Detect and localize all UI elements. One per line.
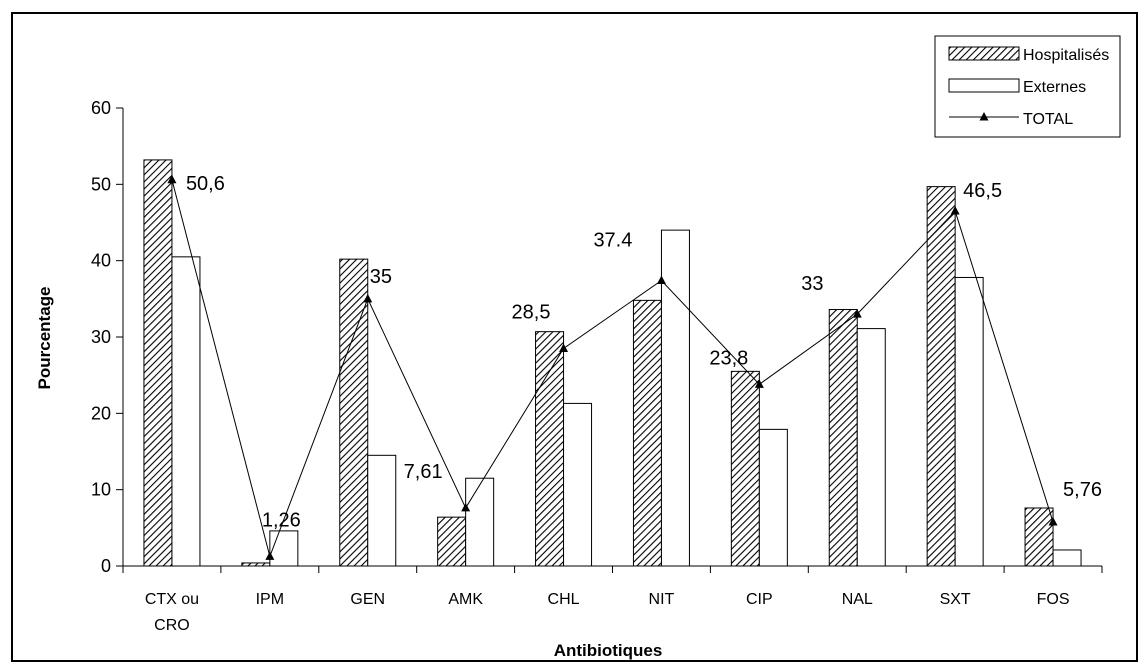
bar-externes <box>367 454 397 567</box>
legend-label: Hospitalisés <box>1023 47 1109 64</box>
y-tick-label: 50 <box>91 174 111 194</box>
bar-hospitalises <box>143 159 173 567</box>
bar-hospitalises <box>730 370 760 567</box>
total-point <box>265 551 275 560</box>
total-point <box>950 206 960 215</box>
legend-swatch-hospitalises <box>948 46 1020 61</box>
total-point <box>1048 517 1058 526</box>
total-data-label: 37.4 <box>593 230 632 252</box>
y-tick-label: 10 <box>91 480 111 500</box>
y-tick-label: 0 <box>101 556 111 576</box>
x-axis-title: Antibiotiques <box>554 641 663 660</box>
x-tick-label: NIT <box>649 591 675 608</box>
bar-hospitalises <box>339 258 369 567</box>
bar-hospitalises <box>926 186 956 567</box>
total-data-label: 33 <box>801 273 823 295</box>
total-point <box>852 309 862 318</box>
bar-externes <box>758 428 788 567</box>
total-data-label: 50,6 <box>186 173 225 195</box>
legend-marker-total <box>979 112 989 121</box>
bar-externes <box>954 276 984 567</box>
bar-externes <box>660 229 690 567</box>
total-data-label: 35 <box>370 266 392 288</box>
total-data-label: 46,5 <box>963 180 1002 202</box>
total-data-label: 1,26 <box>262 509 301 531</box>
x-tick-label: CIP <box>746 591 773 608</box>
x-tick-label: IPM <box>256 591 284 608</box>
y-tick-label: 20 <box>91 403 111 423</box>
x-tick-label: CHL <box>548 591 580 608</box>
total-point <box>167 174 177 184</box>
total-point <box>461 502 471 512</box>
bars <box>143 159 1082 567</box>
legend-label: TOTAL <box>1023 111 1073 128</box>
chart-border <box>11 12 1138 662</box>
x-tick-label: AMK <box>448 591 483 608</box>
bar-externes <box>563 402 593 567</box>
total-data-label: 5,76 <box>1063 479 1102 501</box>
bar-externes <box>171 256 201 567</box>
bar-externes <box>269 530 299 567</box>
legend: Hospitalisés Externes TOTAL <box>934 35 1121 138</box>
x-tick-label: SXT <box>940 591 971 608</box>
legend-swatch-externes <box>948 78 1020 93</box>
total-point <box>559 343 569 352</box>
x-tick-label: FOS <box>1037 591 1070 608</box>
x-tick-label: NAL <box>842 591 873 608</box>
bar-hospitalises <box>828 309 858 567</box>
y-tick-label: 40 <box>91 251 111 271</box>
bar-hospitalises <box>437 516 467 567</box>
y-tick-label: 30 <box>91 327 111 347</box>
total-data-label: 7,61 <box>404 461 443 483</box>
y-tick-label: 60 <box>91 98 111 118</box>
total-line-path <box>171 179 1054 559</box>
total-point <box>754 379 764 388</box>
bar-externes <box>465 477 495 567</box>
total-line <box>167 174 1058 560</box>
bar-externes <box>1052 549 1082 567</box>
bar-hospitalises <box>632 299 662 567</box>
total-point <box>363 293 373 303</box>
total-data-label: 23,8 <box>709 347 748 369</box>
bar-hospitalises <box>1024 507 1054 567</box>
data-labels: 50,6 1,26 35 7,61 28,5 37.4 23,8 33 46,5 5,76 <box>186 173 1102 532</box>
total-data-label: 28,5 <box>512 301 551 323</box>
x-tick-label: CTX ou CRO <box>145 591 199 634</box>
y-axis-title: Pourcentage <box>35 287 54 390</box>
bar-externes <box>856 328 886 567</box>
legend-label: Externes <box>1023 79 1086 96</box>
bar-hospitalises <box>535 331 565 567</box>
bar-hospitalises <box>241 562 271 567</box>
x-tick-label: GEN <box>350 591 385 608</box>
total-point <box>656 275 666 285</box>
